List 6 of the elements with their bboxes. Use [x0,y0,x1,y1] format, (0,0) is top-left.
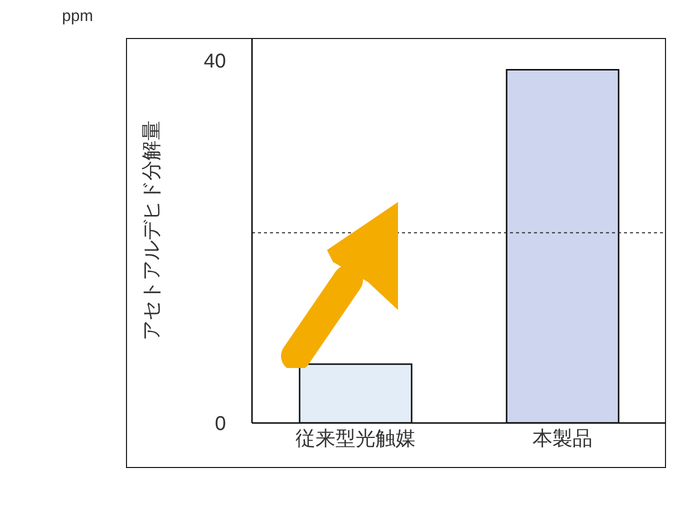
text: ppm [62,8,94,26]
y-tick-label: 40 [204,50,226,73]
x-tick-label: 本製品 [532,428,592,450]
x-tick-label: 従来型光触媒 [296,428,416,450]
y-axis-title: アセトアルデヒド分解量 [141,120,164,340]
y-tick-label: 0 [214,413,226,436]
